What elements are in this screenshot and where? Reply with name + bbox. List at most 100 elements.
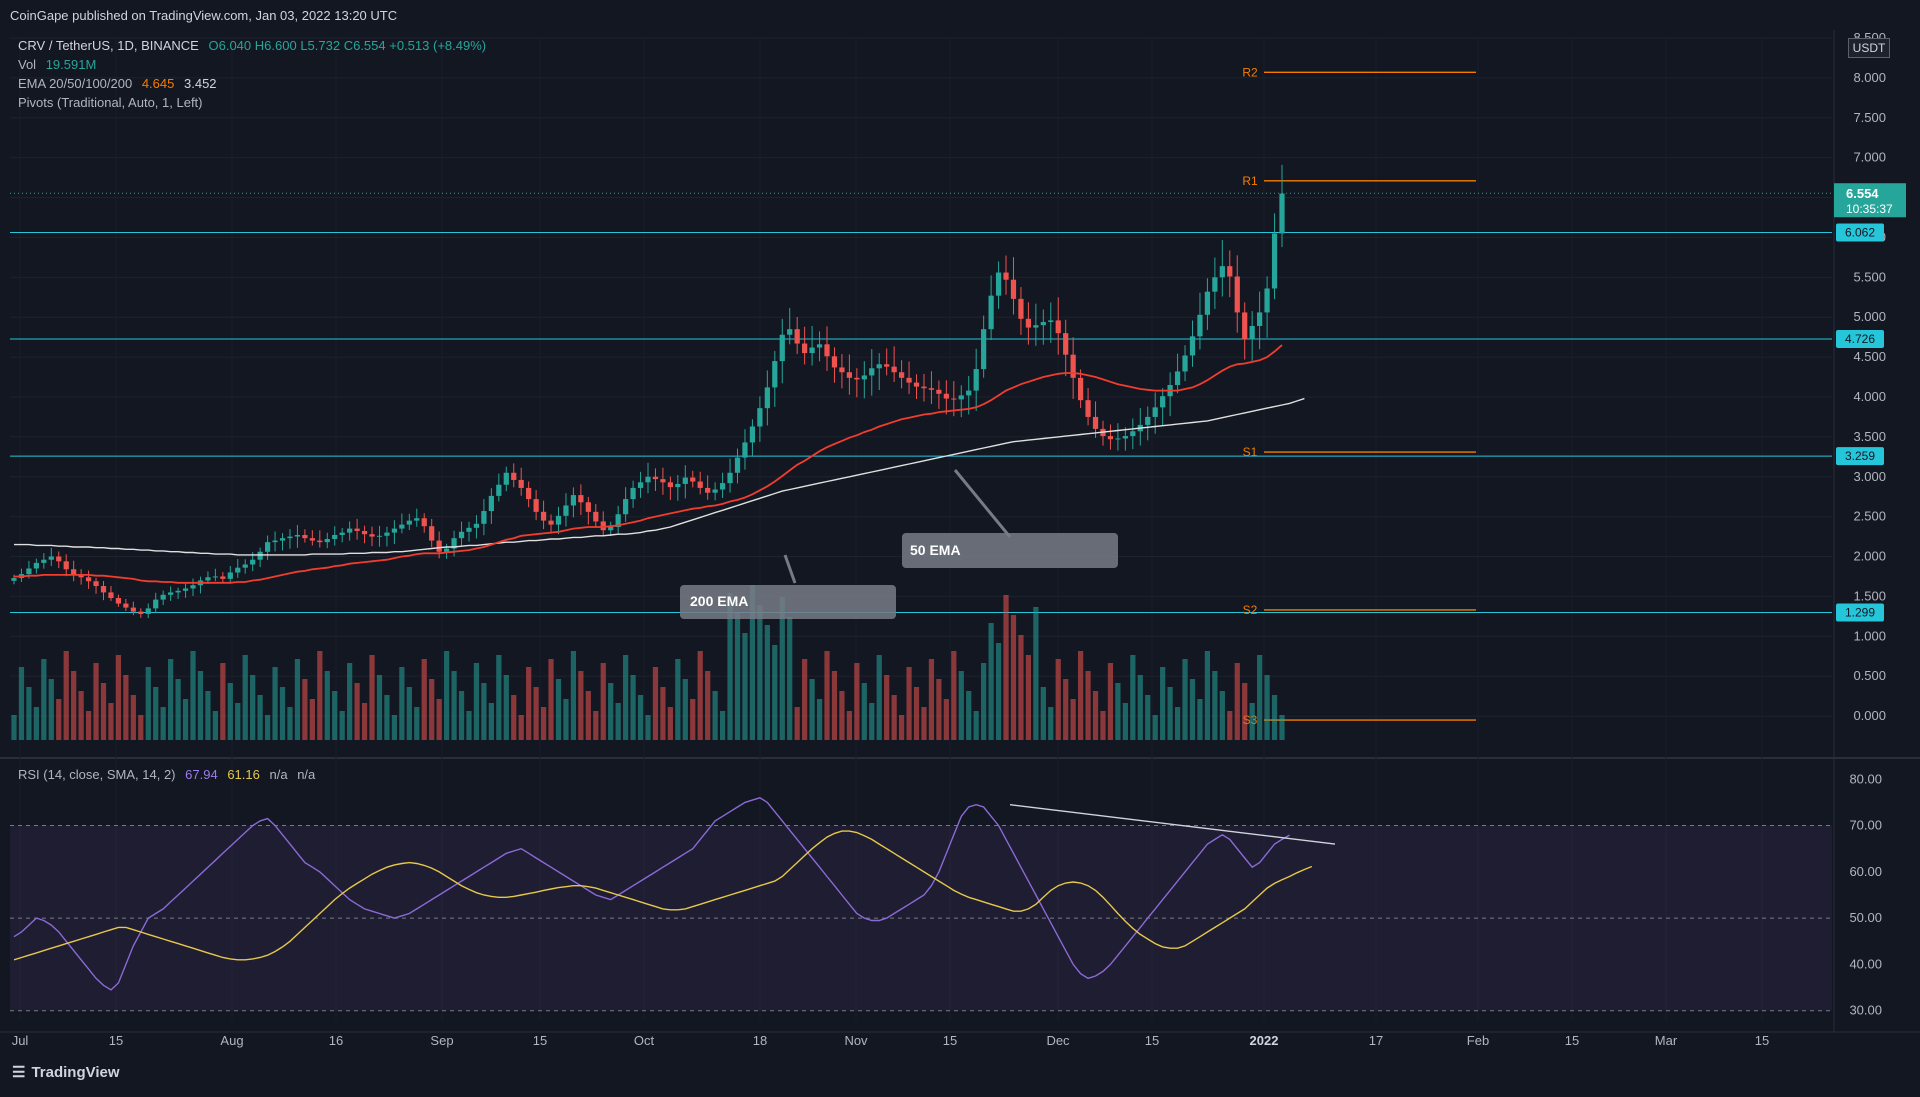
volume-bar [369,655,375,740]
candle-body [540,511,547,521]
volume-bar [1249,703,1255,740]
candle-body [138,611,144,614]
candle-body [772,361,778,388]
candle-body [809,347,815,354]
candle-body [802,343,808,354]
volume-bar [690,699,696,740]
volume-bar [503,675,509,740]
candle-body [742,442,748,458]
volume-bar [287,707,293,740]
candle-body [130,607,136,612]
ema-200-line [14,397,1305,556]
pivot-label: S1 [1243,445,1258,459]
volume-bar [772,645,778,740]
volume-bar [779,597,785,740]
volume-bar [302,679,308,740]
candle-body [436,540,442,552]
currency-button[interactable]: USDT [1848,38,1890,58]
x-tick-label: 15 [1565,1033,1579,1048]
rsi-legend: RSI (14, close, SMA, 14, 2) 67.94 61.16 … [18,767,315,782]
volume-bar [995,643,1002,740]
candle-body [1048,320,1054,322]
volume-bar [339,711,345,740]
candle-body [1182,355,1188,372]
candle-body [354,528,360,531]
rsi-tick-label: 30.00 [1849,1003,1882,1018]
volume-bar [18,667,25,740]
candle-body [585,502,591,512]
volume-bar [279,687,286,740]
volume-bar [1018,635,1024,740]
candle-body [1107,436,1114,440]
volume-bar [1130,655,1136,740]
volume-label[interactable]: Vol [18,57,37,72]
volume-bar [563,699,569,740]
volume-bar [697,651,703,740]
volume-bar [235,703,241,740]
candle-body [1063,333,1069,355]
rsi-trendline [1009,804,1336,845]
volume-bar [294,659,301,740]
candle-body [548,520,554,525]
volume-bar [250,675,256,740]
candle-body [1204,291,1211,315]
candle-body [1070,354,1076,378]
volume-bar [197,671,204,740]
x-tick-label: Oct [634,1033,655,1048]
volume-bar [660,687,666,740]
candle-body [578,495,584,503]
volume-bar [205,691,211,740]
rsi-band [10,825,1832,1011]
volume-bar [1010,615,1017,740]
volume-bar [555,679,562,740]
volume-bar [884,675,890,740]
volume-bar [71,671,77,740]
volume-bar [1160,667,1166,740]
candle-body [264,542,271,552]
candle-body [973,369,979,391]
volume-bar [212,711,218,740]
candle-body [1018,298,1024,319]
ema-label[interactable]: EMA 20/50/100/200 [18,76,133,91]
candle-body [563,505,569,516]
candle-body [697,481,703,488]
tradingview-brand[interactable]: ☰ TradingView [12,1063,120,1081]
candle-body [884,364,890,367]
candle-body [757,408,763,427]
candle-body [108,592,114,599]
volume-bar [100,683,107,740]
symbol-title[interactable]: CRV / TetherUS, 1D, BINANCE [18,38,199,53]
volume-bar [1078,651,1084,740]
volume-bar [749,585,756,740]
volume-bar [1174,707,1181,740]
volume-bar [1145,695,1151,740]
candle-body [444,548,450,552]
volume-bar [33,707,39,740]
candle-body [861,375,867,380]
rsi-label[interactable]: RSI (14, close, SMA, 14, 2) [18,767,176,782]
publisher-line: CoinGape published on TradingView.com, J… [10,8,398,23]
volume-bar [309,699,315,740]
pivot-label: R2 [1242,65,1258,79]
volume-legend: Vol 19.591M [18,57,96,72]
candle-body [913,382,920,387]
volume-bar [1212,671,1218,740]
candle-body [302,534,308,539]
volume-bar [153,687,159,740]
pivots-label[interactable]: Pivots (Traditional, Auto, 1, Left) [18,95,203,110]
volume-bar [41,659,47,740]
annotation-box [680,585,896,619]
candle-body [279,538,286,541]
candle-body [511,472,517,480]
candle-body [272,540,278,543]
x-tick-label: Aug [220,1033,243,1048]
candle-body [1257,312,1263,326]
candle-body [637,482,644,488]
tradingview-logo-icon: ☰ [12,1064,26,1081]
volume-bar [227,683,233,740]
rsi-na-2: n/a [297,767,316,782]
candle-body [1219,266,1225,278]
x-tick-label: 15 [943,1033,957,1048]
